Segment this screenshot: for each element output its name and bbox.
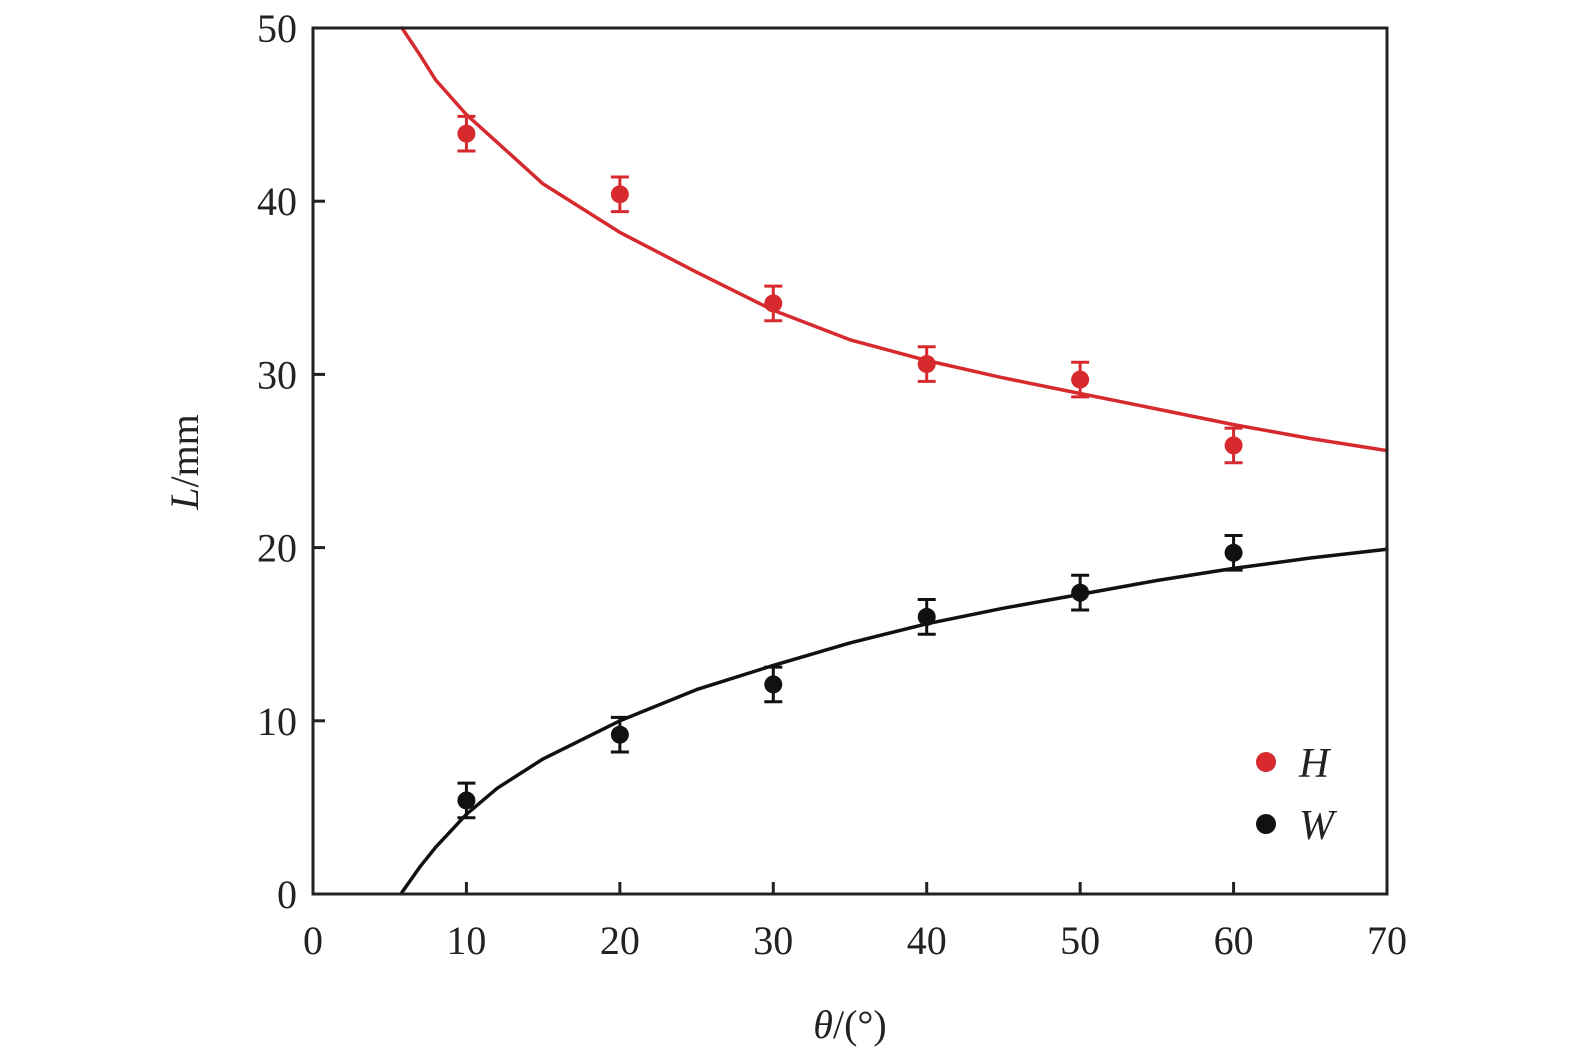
marker xyxy=(764,675,783,694)
x-tick-label: 30 xyxy=(753,918,793,963)
marker xyxy=(1224,543,1243,562)
point-H-20 xyxy=(610,175,629,214)
x-tick-label: 40 xyxy=(907,918,947,963)
point-H-50 xyxy=(1071,360,1090,399)
x-axis-symbol: θ xyxy=(813,1002,833,1047)
x-tick-label: 0 xyxy=(303,918,323,963)
y-axis-unit: /mm xyxy=(162,414,207,487)
marker xyxy=(457,791,476,810)
y-tick-label: 10 xyxy=(257,699,297,744)
point-W-10 xyxy=(457,781,476,820)
y-tick-label: 20 xyxy=(257,526,297,571)
legend-item-H: H xyxy=(1256,741,1332,787)
point-H-10 xyxy=(457,114,476,153)
data-points xyxy=(457,114,1243,820)
marker xyxy=(457,124,476,143)
fit-curve-H xyxy=(400,26,1389,453)
point-W-40 xyxy=(917,598,936,636)
y-tick-label: 0 xyxy=(277,872,297,917)
marker xyxy=(1071,583,1090,602)
marker xyxy=(610,185,629,204)
legend-marker xyxy=(1256,814,1276,834)
y-tick-label: 50 xyxy=(257,6,297,51)
marker xyxy=(1071,370,1090,389)
y-tick-label: 30 xyxy=(257,352,297,397)
marker xyxy=(610,725,629,744)
plot-frame xyxy=(311,26,1389,896)
point-W-60 xyxy=(1224,533,1243,572)
fit-curve-W xyxy=(400,547,1389,895)
legend-label: H xyxy=(1298,741,1332,787)
point-W-30 xyxy=(764,665,783,704)
x-axis-title: θ/(°) xyxy=(813,1002,886,1047)
x-axis-unit: /(°) xyxy=(833,1002,887,1047)
marker xyxy=(917,607,936,626)
axis-ticks: 0 10 20 30 40 50 60 70 0 10 20 30 40 50 xyxy=(257,6,1407,963)
x-tick-label: 50 xyxy=(1060,918,1100,963)
x-tick-label: 70 xyxy=(1367,918,1407,963)
legend: HW xyxy=(1256,741,1338,849)
point-W-50 xyxy=(1071,573,1090,612)
legend-label: W xyxy=(1299,803,1338,849)
y-axis-symbol: L xyxy=(162,488,207,511)
point-H-30 xyxy=(764,284,783,323)
legend-item-W: W xyxy=(1256,803,1338,849)
point-H-40 xyxy=(917,345,936,383)
x-tick-label: 60 xyxy=(1214,918,1254,963)
marker xyxy=(1224,436,1243,455)
x-tick-label: 10 xyxy=(446,918,486,963)
y-axis-title: L/mm xyxy=(162,414,207,511)
fit-curves xyxy=(400,26,1389,895)
marker xyxy=(764,294,783,313)
y-tick-label: 40 xyxy=(257,179,297,224)
point-H-60 xyxy=(1224,426,1243,465)
marker xyxy=(917,355,936,374)
x-tick-label: 20 xyxy=(600,918,640,963)
point-W-20 xyxy=(610,715,629,754)
legend-marker xyxy=(1256,752,1276,772)
